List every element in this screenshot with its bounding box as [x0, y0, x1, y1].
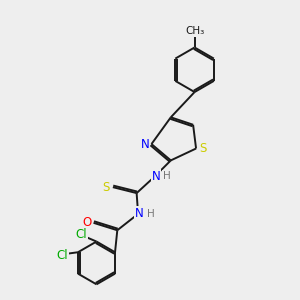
Text: Cl: Cl	[76, 228, 88, 241]
Text: S: S	[103, 181, 110, 194]
Text: Cl: Cl	[57, 249, 68, 262]
Text: S: S	[199, 142, 206, 155]
Text: N: N	[152, 170, 160, 183]
Text: N: N	[135, 207, 144, 220]
Text: H: H	[163, 171, 171, 181]
Text: CH₃: CH₃	[185, 26, 204, 36]
Text: N: N	[141, 138, 149, 151]
Text: O: O	[82, 216, 91, 229]
Text: H: H	[147, 209, 154, 220]
